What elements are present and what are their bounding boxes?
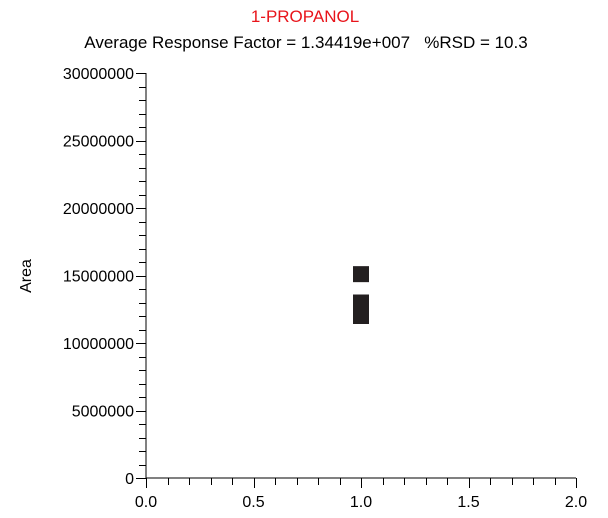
data-point [353, 308, 369, 324]
data-point [353, 266, 369, 283]
x-tick-label: 0.5 [242, 494, 264, 511]
x-tick-label: 1.5 [457, 494, 479, 511]
chart-subtitle: Average Response Factor = 1.34419e+007 %… [84, 33, 527, 52]
x-tick-label: 2.0 [565, 494, 587, 511]
data-point [353, 294, 369, 311]
y-tick-label: 5000000 [72, 404, 134, 421]
x-tick-label: 0.0 [135, 494, 157, 511]
y-tick-label: 15000000 [63, 269, 134, 286]
y-tick-label: 25000000 [63, 134, 134, 151]
y-axis-label: Area [18, 259, 35, 293]
y-tick-label: 20000000 [63, 201, 134, 218]
y-tick-label: 10000000 [63, 336, 134, 353]
axes-group: 0 5000000 10000000 15000000 20000000 25000000… [63, 66, 587, 511]
data-points-group [353, 266, 369, 324]
y-tick-label: 0 [125, 471, 134, 488]
x-tick-label: 1.0 [350, 494, 372, 511]
y-tick-label: 30000000 [63, 66, 134, 83]
chart-title: 1-PROPANOL [251, 7, 359, 26]
